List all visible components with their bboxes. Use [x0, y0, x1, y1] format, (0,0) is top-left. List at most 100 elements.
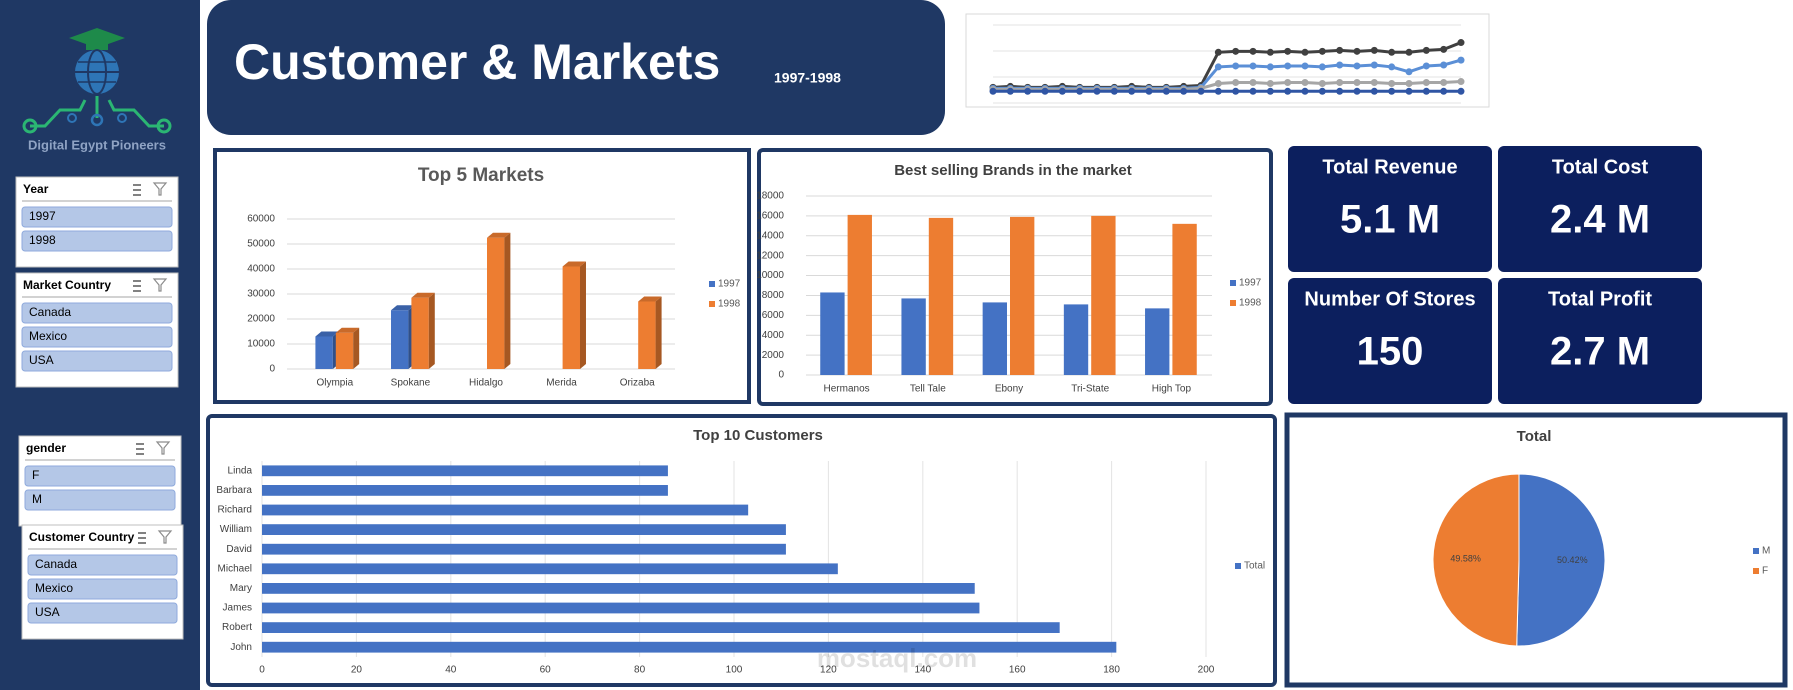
slicer-item-label: Mexico — [35, 581, 73, 595]
line-marker — [1249, 87, 1257, 95]
line-marker — [1024, 87, 1032, 95]
clear-filter-button[interactable] — [152, 182, 168, 196]
bar-front — [487, 237, 505, 369]
line-marker — [1457, 87, 1465, 95]
line-marker — [1232, 47, 1240, 55]
kpi-card — [1498, 278, 1702, 404]
bar — [1091, 215, 1116, 375]
bar-top — [315, 331, 339, 337]
slicer-item[interactable] — [24, 465, 176, 487]
line-marker — [1284, 47, 1292, 55]
line-marker — [1301, 62, 1309, 70]
line-marker — [1353, 79, 1361, 87]
line-marker — [1457, 56, 1465, 64]
line-marker — [1266, 48, 1274, 56]
line-marker — [1284, 79, 1292, 87]
bar — [847, 214, 872, 375]
line-marker — [1318, 47, 1326, 55]
slicer-item[interactable] — [21, 350, 173, 372]
line-marker — [1353, 87, 1361, 95]
slicer-title: Customer Country — [29, 530, 135, 544]
slicer-item-label: M — [32, 492, 42, 506]
line-marker — [1318, 80, 1326, 87]
x-tick-label: 140 — [914, 665, 931, 676]
bar-top — [562, 261, 586, 267]
legend-swatch — [1753, 568, 1759, 574]
line-marker — [1214, 80, 1222, 87]
x-tick-label: Tell Tale — [910, 384, 946, 395]
bar — [315, 331, 339, 369]
slicer-title: Year — [23, 182, 49, 196]
kpi-label: Number Of Stores — [1304, 288, 1475, 310]
y-tick-label: 4000 — [762, 330, 785, 341]
y-tick-label: 20000 — [247, 314, 275, 325]
clear-filter-button[interactable] — [152, 278, 168, 292]
y-tick-label: 8000 — [762, 290, 785, 301]
bar-front — [411, 297, 429, 369]
legend-label: 1997 — [718, 279, 741, 290]
kpi-label: Total Revenue — [1322, 156, 1457, 178]
multi-select-button[interactable] — [136, 443, 144, 455]
bar-side — [655, 296, 662, 369]
slicer-item[interactable] — [24, 489, 176, 511]
slicer-item[interactable] — [21, 206, 173, 228]
line-marker — [1249, 47, 1257, 55]
y-tick-label: 6000 — [762, 310, 785, 321]
slicer-item[interactable] — [21, 302, 173, 324]
multi-select-button[interactable] — [133, 280, 141, 292]
x-tick-label: Ebony — [995, 384, 1023, 395]
line-marker — [1405, 80, 1413, 87]
slicer-item[interactable] — [21, 230, 173, 252]
bar — [1063, 304, 1089, 375]
bar-side — [353, 327, 360, 369]
slicer-item[interactable] — [27, 554, 178, 576]
x-tick-label: High Top — [1152, 384, 1192, 395]
y-tick-label: 14000 — [756, 230, 784, 241]
slicer-item[interactable] — [21, 326, 173, 348]
logo-text: Digital Egypt Pioneers — [28, 137, 166, 152]
line-marker — [1318, 87, 1326, 95]
line-marker — [1370, 87, 1378, 95]
line-marker — [1266, 63, 1274, 71]
x-tick-label: 20 — [351, 665, 363, 676]
bar — [262, 583, 975, 594]
line-marker — [1284, 87, 1292, 95]
line-marker — [1145, 87, 1153, 95]
kpi-value: 5.1 M — [1340, 198, 1440, 242]
bar — [262, 543, 786, 555]
y-tick-label: Michael — [218, 563, 252, 574]
line-marker — [1353, 47, 1361, 55]
bar — [1010, 216, 1035, 375]
y-tick-label: 12000 — [756, 250, 784, 261]
slicer-item[interactable] — [27, 602, 178, 624]
line-marker — [1457, 39, 1465, 47]
x-tick-label: Olympia — [316, 378, 353, 389]
slicer-item-label: 1998 — [29, 233, 56, 247]
legend-swatch — [1230, 300, 1236, 306]
bar-side — [428, 292, 435, 369]
slicer-title: Market Country — [23, 278, 111, 292]
line-marker — [1336, 61, 1344, 69]
clear-filter-button[interactable] — [157, 530, 173, 544]
bar-top — [411, 292, 435, 298]
line-marker — [1301, 87, 1309, 95]
header-title: Customer & Markets — [234, 34, 720, 90]
line-marker — [1232, 62, 1240, 70]
slicer-item[interactable] — [27, 578, 178, 600]
y-tick-label: 10000 — [756, 270, 784, 281]
bar-top — [391, 305, 415, 311]
bar-front — [391, 310, 409, 369]
legend-swatch — [1235, 563, 1241, 569]
x-tick-label: Merida — [546, 378, 577, 389]
x-tick-label: 40 — [445, 665, 457, 676]
y-tick-label: Barbara — [216, 485, 252, 496]
line-marker — [1336, 79, 1344, 87]
multi-select-button[interactable] — [133, 184, 141, 196]
multi-select-button[interactable] — [138, 532, 146, 544]
line-marker — [1405, 48, 1413, 56]
y-tick-label: 18000 — [756, 191, 784, 202]
pie-slice — [1516, 473, 1606, 647]
clear-filter-button[interactable] — [155, 441, 171, 455]
bar — [487, 232, 511, 369]
bar-front — [315, 336, 333, 369]
